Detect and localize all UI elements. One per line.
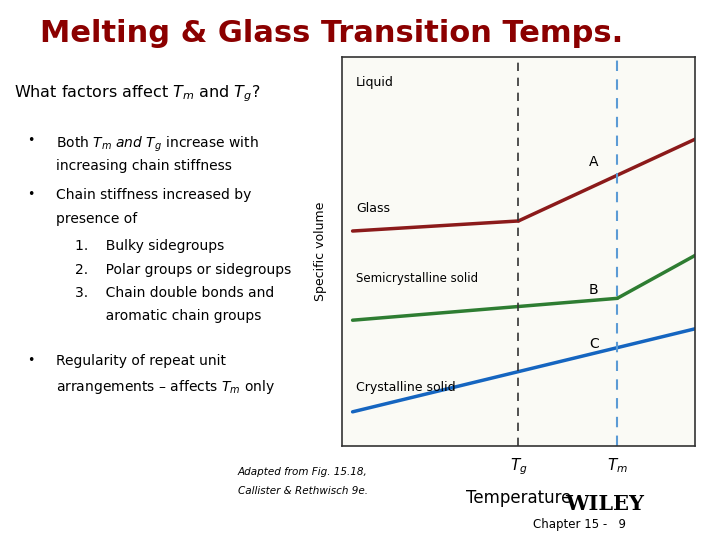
Text: Glass: Glass	[356, 202, 390, 215]
Text: Liquid: Liquid	[356, 76, 394, 89]
Text: 3.    Chain double bonds and: 3. Chain double bonds and	[75, 286, 274, 300]
Text: Chapter 15 -   9: Chapter 15 - 9	[533, 518, 626, 531]
Text: Callister & Rethwisch 9e.: Callister & Rethwisch 9e.	[238, 486, 368, 496]
Text: $T_m$: $T_m$	[607, 456, 628, 475]
Text: 1.    Bulky sidegroups: 1. Bulky sidegroups	[75, 239, 224, 253]
Text: •: •	[27, 134, 35, 147]
Text: A: A	[589, 154, 598, 168]
Text: 2.    Polar groups or sidegroups: 2. Polar groups or sidegroups	[75, 263, 291, 277]
Text: •: •	[27, 187, 35, 200]
Text: What factors affect $T_m$ and $T_g$?: What factors affect $T_m$ and $T_g$?	[14, 84, 261, 104]
Text: Specific volume: Specific volume	[314, 201, 327, 301]
Text: Both $T_m$ $and$ $T_g$ increase with: Both $T_m$ $and$ $T_g$ increase with	[55, 134, 258, 154]
Text: Adapted from Fig. 15.18,: Adapted from Fig. 15.18,	[238, 467, 367, 477]
Text: increasing chain stiffness: increasing chain stiffness	[55, 159, 231, 173]
Text: Chain stiffness increased by: Chain stiffness increased by	[55, 187, 251, 201]
Text: presence of: presence of	[55, 212, 137, 226]
Text: Semicrystalline solid: Semicrystalline solid	[356, 273, 478, 286]
Text: WILEY: WILEY	[565, 494, 644, 514]
Text: $T_g$: $T_g$	[510, 456, 527, 477]
Text: •: •	[27, 354, 35, 367]
Text: Crystalline solid: Crystalline solid	[356, 381, 456, 394]
Text: Melting & Glass Transition Temps.: Melting & Glass Transition Temps.	[40, 19, 623, 48]
Text: B: B	[589, 283, 598, 297]
Text: Regularity of repeat unit: Regularity of repeat unit	[55, 354, 225, 368]
Text: arrangements – affects $T_m$ only: arrangements – affects $T_m$ only	[55, 378, 274, 396]
Text: C: C	[589, 338, 599, 352]
Text: aromatic chain groups: aromatic chain groups	[75, 309, 261, 323]
Text: Temperature: Temperature	[466, 489, 571, 507]
